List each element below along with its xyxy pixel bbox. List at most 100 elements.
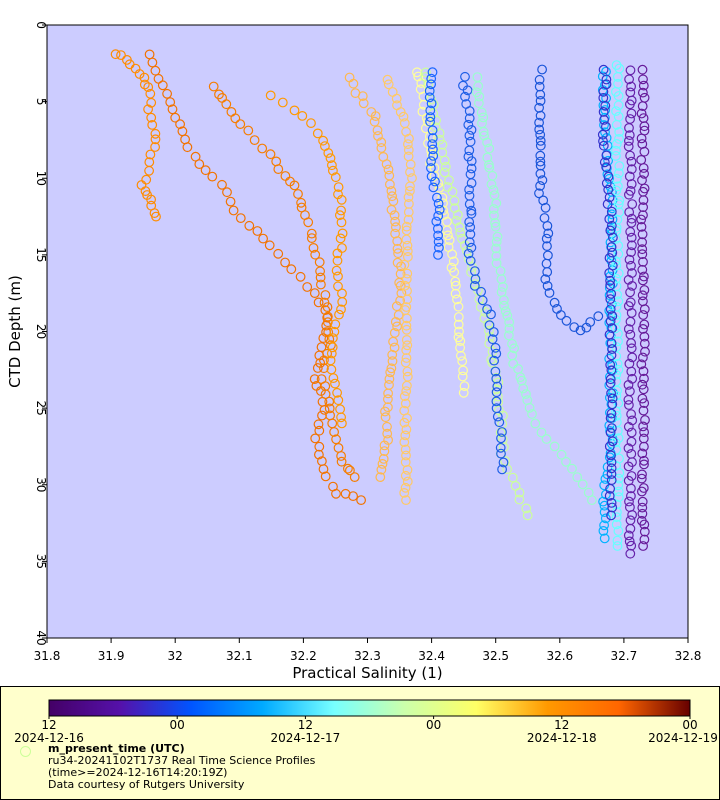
data-point	[534, 117, 544, 128]
data-point	[399, 437, 410, 448]
data-point	[296, 197, 307, 208]
data-point	[333, 182, 344, 193]
data-point	[297, 110, 308, 121]
data-point	[605, 304, 616, 315]
data-point	[336, 304, 346, 315]
colorbar-date-label: 2024-12-16	[14, 731, 84, 745]
data-point	[601, 66, 611, 77]
data-point	[600, 127, 610, 138]
data-point	[606, 498, 617, 508]
data-point	[606, 463, 617, 474]
data-point	[335, 233, 346, 244]
data-point	[639, 427, 649, 438]
data-point	[380, 406, 390, 417]
data-point	[337, 297, 348, 307]
x-tick-label: 32	[168, 649, 183, 663]
data-point	[603, 184, 614, 195]
data-point	[491, 258, 502, 269]
data-point	[606, 209, 617, 220]
data-point	[328, 165, 338, 176]
data-point	[433, 236, 444, 247]
data-point	[626, 338, 636, 349]
data-point	[469, 281, 480, 291]
data-point	[427, 67, 438, 78]
data-point	[393, 248, 404, 259]
data-point	[401, 324, 412, 335]
data-point	[638, 163, 649, 173]
data-point	[638, 366, 649, 377]
data-point	[604, 268, 615, 278]
data-point	[600, 474, 611, 484]
data-point	[146, 97, 157, 108]
data-point	[534, 124, 545, 135]
data-point	[357, 91, 368, 101]
data-point	[637, 290, 648, 301]
data-point	[600, 100, 611, 111]
data-point	[601, 162, 612, 173]
data-point	[638, 405, 649, 416]
data-point	[426, 73, 437, 84]
data-point	[399, 488, 410, 498]
data-point	[434, 204, 445, 215]
data-point	[625, 287, 635, 298]
data-point	[606, 388, 616, 399]
colorbar-tick-label: 00	[682, 718, 697, 732]
data-point	[147, 119, 158, 130]
data-point	[638, 74, 648, 85]
data-point	[235, 213, 246, 224]
data-point	[613, 268, 624, 279]
data-point	[464, 199, 475, 210]
data-point	[611, 60, 622, 70]
colorbar-date-label: 2024-12-19	[648, 731, 718, 745]
data-point	[491, 243, 502, 254]
data-point	[624, 130, 635, 141]
data-point	[474, 91, 485, 102]
data-point	[636, 221, 647, 232]
data-point	[455, 336, 466, 347]
data-point	[402, 294, 413, 305]
data-point	[486, 309, 496, 320]
data-point	[265, 149, 276, 160]
data-point	[639, 526, 650, 537]
colorbar-tick-label: 00	[170, 718, 185, 732]
data-point	[244, 220, 255, 231]
data-point	[536, 427, 547, 438]
data-point	[623, 461, 634, 472]
data-point	[401, 495, 411, 506]
data-point	[331, 488, 341, 499]
data-point	[401, 424, 412, 435]
data-point	[627, 352, 638, 363]
data-point	[639, 331, 650, 342]
data-point	[638, 384, 649, 395]
data-point	[490, 217, 501, 228]
data-point	[535, 129, 546, 140]
data-point	[623, 530, 634, 541]
data-point	[484, 143, 495, 154]
data-point	[390, 216, 401, 227]
data-point	[626, 81, 636, 92]
data-point	[370, 111, 381, 121]
data-point	[427, 125, 438, 136]
data-point	[638, 324, 648, 334]
data-point	[624, 207, 635, 218]
data-point	[439, 167, 450, 178]
data-point	[331, 265, 342, 276]
data-point	[309, 288, 320, 299]
data-point	[401, 221, 412, 232]
data-point	[500, 306, 511, 317]
data-point	[540, 202, 551, 213]
data-point	[556, 310, 566, 320]
data-point	[504, 323, 515, 334]
legend-panel: 12 00 12 00 12 00 2024-12-16 2024-12-17 2024-12-…	[0, 686, 720, 800]
data-point	[534, 74, 545, 85]
data-point	[390, 228, 401, 239]
data-point	[604, 491, 615, 501]
data-point	[331, 434, 342, 445]
data-point	[328, 333, 338, 344]
data-point	[623, 324, 634, 334]
data-point	[200, 165, 211, 176]
data-point	[390, 317, 401, 327]
data-point	[626, 164, 637, 175]
data-point	[457, 371, 468, 382]
data-point	[625, 548, 636, 559]
